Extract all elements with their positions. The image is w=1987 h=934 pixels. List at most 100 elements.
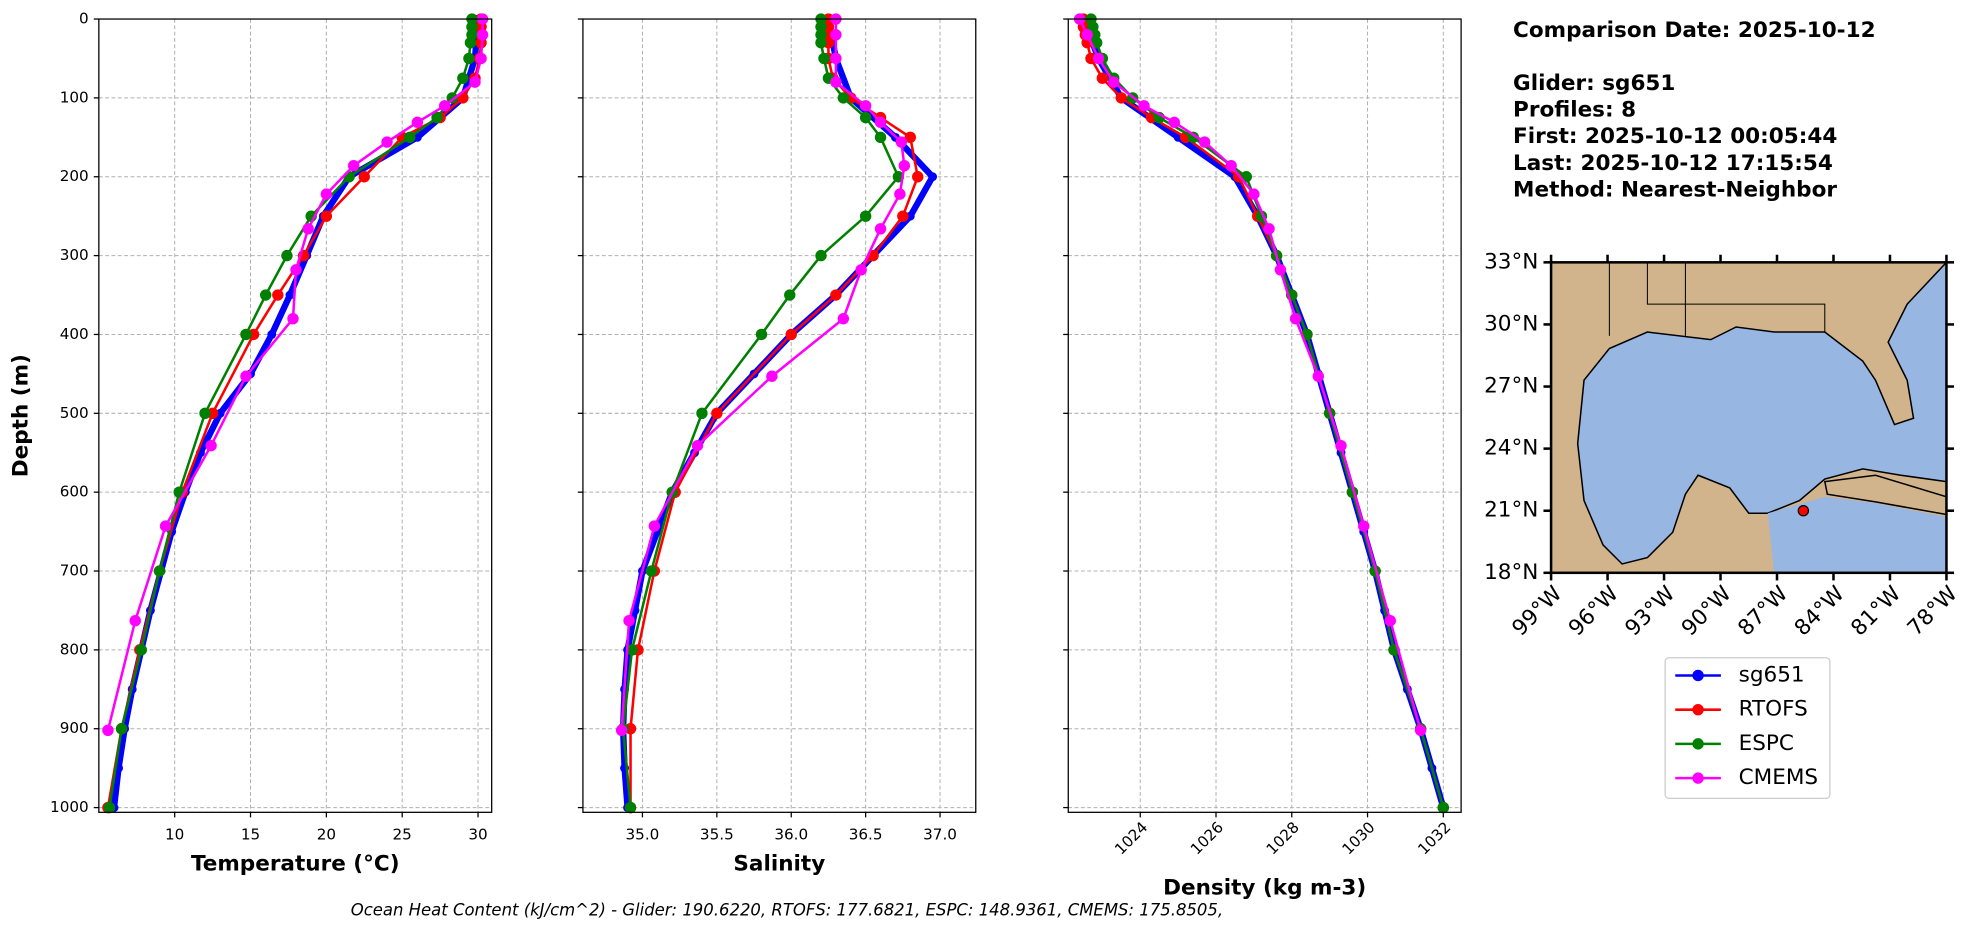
- marker: [615, 724, 628, 737]
- marker: [1263, 223, 1275, 235]
- marker: [1225, 160, 1237, 172]
- lat-label: 33°N: [1484, 249, 1538, 274]
- x-tick-label: 37.0: [923, 826, 957, 844]
- marker: [1384, 614, 1396, 627]
- marker: [320, 210, 333, 222]
- marker: [1335, 439, 1347, 452]
- legend-marker: [1692, 669, 1704, 682]
- marker: [259, 289, 272, 301]
- marker: [240, 328, 252, 341]
- marker: [199, 407, 211, 420]
- y-tick-label: 0: [79, 10, 89, 28]
- marker: [815, 249, 827, 262]
- marker: [648, 520, 661, 532]
- x-axis-label: Salinity: [733, 851, 825, 876]
- marker: [1312, 370, 1324, 382]
- marker: [784, 289, 796, 301]
- plot-frame: [582, 18, 977, 813]
- plot-frame: [98, 18, 493, 813]
- marker: [626, 644, 638, 656]
- marker: [859, 100, 872, 112]
- marker: [623, 614, 635, 627]
- marker: [837, 312, 850, 325]
- marker: [358, 171, 370, 183]
- marker: [1198, 136, 1211, 148]
- marker: [904, 131, 916, 144]
- marker: [463, 52, 475, 65]
- marker: [466, 21, 478, 33]
- y-tick-label: 1000: [50, 798, 89, 816]
- lat-label: 30°N: [1484, 311, 1538, 336]
- marker: [859, 111, 872, 124]
- marker: [438, 100, 451, 112]
- lon-label: 90°W: [1677, 581, 1737, 641]
- legend-label: CMEMS: [1739, 765, 1818, 790]
- marker: [115, 723, 128, 735]
- y-tick-label: 300: [60, 246, 89, 264]
- marker: [404, 131, 416, 144]
- x-tick-label: 35.5: [700, 826, 734, 844]
- footer: Ocean Heat Content (kJ/cm^2) - Glider: 1…: [351, 901, 1223, 920]
- marker: [912, 171, 924, 183]
- lon-label: 84°W: [1790, 581, 1850, 641]
- marker: [766, 370, 778, 382]
- marker: [928, 172, 938, 182]
- marker: [272, 289, 284, 301]
- marker: [102, 724, 114, 737]
- x-axis-label: Temperature (°C): [191, 851, 400, 876]
- lon-label: 81°W: [1846, 581, 1906, 641]
- marker: [859, 210, 872, 222]
- profile-line: [620, 19, 906, 731]
- legend: sg651 RTOFS ESPC CMEMS: [1664, 657, 1831, 800]
- marker: [464, 36, 477, 49]
- x-tick-label: 1032: [1414, 818, 1454, 858]
- marker: [830, 52, 842, 65]
- lon-label: 93°W: [1620, 581, 1680, 641]
- x-tick-label: 1030: [1339, 818, 1379, 858]
- comparison-date: Comparison Date: 2025-10-12: [1513, 18, 1876, 43]
- marker: [1081, 29, 1093, 41]
- x-tick-label: 10: [165, 826, 184, 844]
- x-tick-label: 35.0: [626, 826, 660, 844]
- marker: [645, 565, 658, 577]
- marker: [691, 439, 704, 452]
- marker: [1248, 188, 1260, 200]
- marker: [343, 171, 355, 183]
- marker: [837, 92, 850, 104]
- lon-label: 87°W: [1733, 581, 1793, 641]
- info-line: Profiles: 8: [1513, 98, 1636, 123]
- marker: [205, 439, 217, 452]
- marker: [103, 801, 116, 814]
- lon-label: 96°W: [1564, 581, 1624, 641]
- marker: [287, 312, 299, 325]
- legend-marker: [1692, 738, 1704, 750]
- marker: [894, 188, 906, 200]
- y-tick-label: 400: [60, 325, 89, 343]
- marker: [1092, 52, 1105, 65]
- y-tick-label: 500: [60, 404, 89, 422]
- info-line: Last: 2025-10-12 17:15:54: [1513, 151, 1833, 176]
- y-tick-label: 800: [60, 640, 89, 658]
- lat-label: 21°N: [1484, 498, 1538, 523]
- y-tick-label: 600: [60, 483, 89, 501]
- profile-line: [1078, 18, 1422, 731]
- marker: [267, 330, 277, 339]
- marker: [874, 116, 887, 129]
- marker: [1437, 801, 1450, 814]
- y-tick-label: 900: [60, 719, 89, 737]
- legend-marker: [1692, 772, 1704, 784]
- profile-line: [1082, 19, 1445, 808]
- marker: [320, 188, 333, 200]
- marker: [469, 76, 481, 88]
- marker: [830, 29, 842, 41]
- marker: [285, 290, 295, 300]
- marker: [785, 328, 797, 341]
- marker: [830, 289, 842, 301]
- marker: [874, 131, 887, 144]
- marker: [281, 249, 293, 262]
- marker: [240, 370, 252, 382]
- marker: [1138, 100, 1150, 112]
- legend-label: sg651: [1739, 662, 1805, 687]
- ocean: [1576, 260, 1948, 565]
